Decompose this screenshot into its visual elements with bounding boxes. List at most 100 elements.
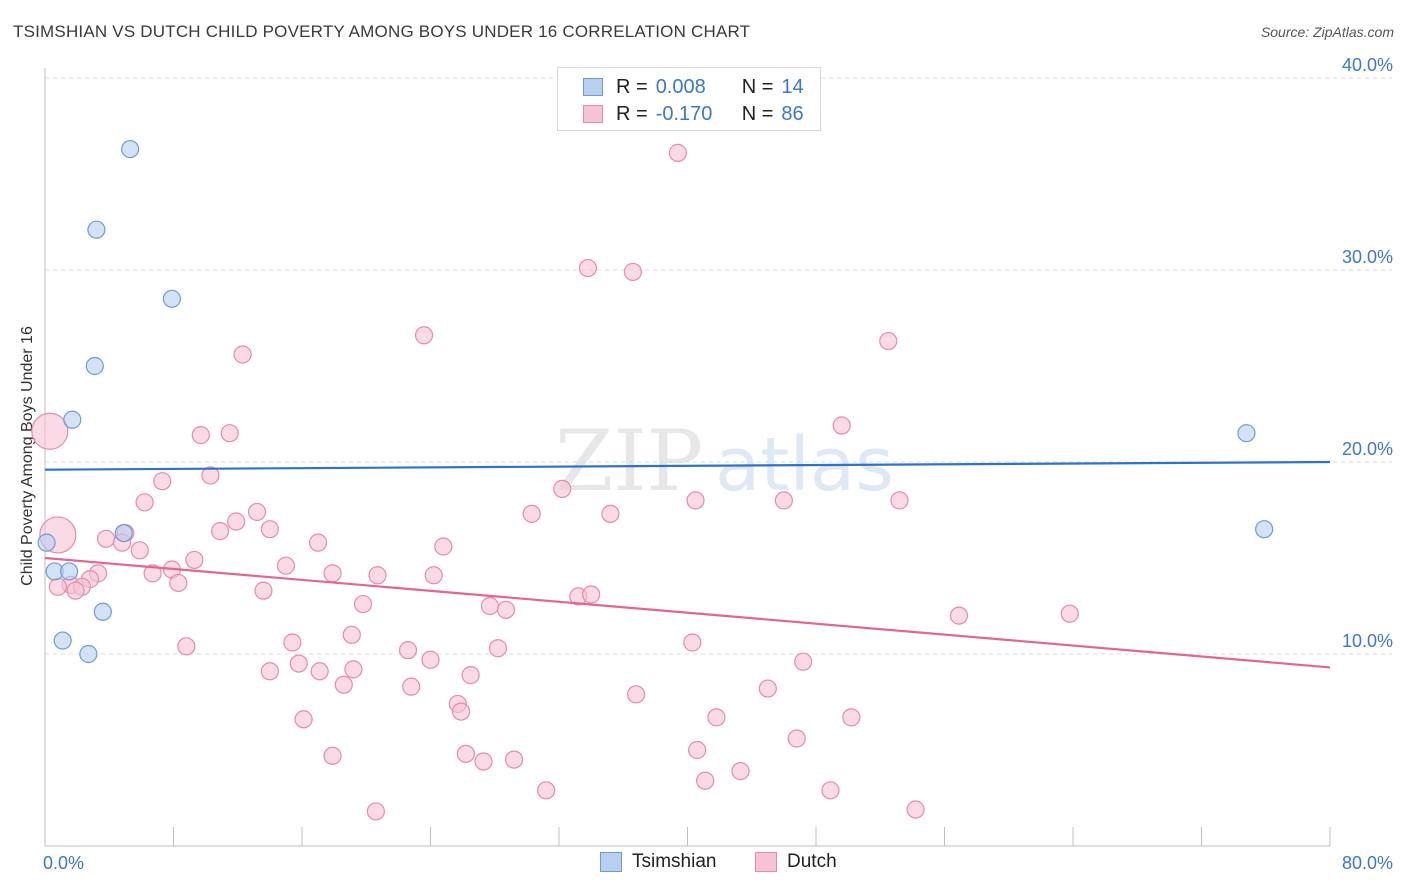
dutch-trend-line [44, 556, 1331, 669]
dutch-point [283, 633, 302, 652]
x-tick-label: 0.0% [43, 853, 84, 873]
dutch-point [626, 685, 646, 704]
dutch-point [353, 594, 373, 614]
dutch-point [289, 654, 308, 673]
dutch-point [451, 702, 471, 721]
tsimshian-point [121, 139, 140, 159]
tsimshian-legend-label: Tsimshian [632, 851, 717, 872]
tsimshian-point [63, 410, 82, 429]
tsimshian-point [87, 220, 106, 239]
dutch-point [366, 802, 385, 821]
dutch-point [227, 512, 246, 531]
dutch-point [276, 556, 296, 575]
dutch-point [842, 708, 861, 727]
tsimshian-n-label: N = [741, 75, 774, 98]
dutch-point [368, 566, 387, 585]
dutch-point [424, 566, 443, 585]
dutch-point [66, 581, 85, 600]
dutch-point [731, 762, 750, 781]
tsimshian-point [85, 356, 104, 376]
dutch-point [414, 326, 434, 345]
dutch-point [233, 345, 252, 364]
dutch-r-label: R = [616, 102, 648, 125]
dutch-point [96, 529, 116, 548]
dutch-n-value: 86 [781, 102, 804, 125]
dutch-point [474, 752, 493, 771]
dutch-point [323, 564, 342, 583]
dutch-point [294, 710, 313, 729]
y-tick-label: 30.0% [1342, 247, 1393, 267]
dutch-point [578, 258, 598, 278]
dutch-point [398, 641, 418, 660]
y-tick-label: 40.0% [1342, 55, 1393, 75]
dutch-point [421, 650, 440, 669]
dutch-point [496, 600, 516, 619]
dutch-point [879, 331, 898, 351]
dutch-point [688, 740, 707, 760]
dutch-point [707, 708, 726, 727]
dutch-point [821, 781, 840, 800]
legend-row-tsimshian: R = 0.008 N = 14 [583, 75, 804, 98]
dutch-point [323, 746, 342, 765]
dutch-point [537, 781, 556, 800]
dutch-n-label: N = [741, 102, 774, 125]
dutch-point [686, 491, 705, 510]
dutch-point [48, 577, 67, 596]
tsimshian-r-value: 0.008 [655, 75, 706, 98]
dutch-point [247, 502, 267, 522]
dutch-point [601, 504, 620, 523]
dutch-point [153, 472, 172, 491]
dutch-point [461, 666, 480, 685]
dutch-point [794, 652, 813, 671]
dutch-legend-label: Dutch [787, 851, 837, 872]
dutch-point [260, 662, 279, 681]
dutch-point [787, 729, 806, 748]
dutch-point [504, 750, 524, 769]
dutch-point [456, 744, 475, 763]
correlation-legend: R = 0.008 N = 14 R = -0.170 N = 86 [557, 67, 821, 131]
tsimshian-n-value: 14 [781, 75, 804, 98]
dutch-point [220, 424, 239, 443]
dutch-point [260, 520, 279, 539]
dutch-point [310, 662, 329, 681]
dutch-r-value: -0.170 [655, 102, 713, 125]
tsimshian-legend-swatch [600, 852, 622, 872]
dutch-point [254, 581, 273, 600]
chart-title: TSIMSHIAN VS DUTCH CHILD POVERTY AMONG B… [13, 22, 751, 41]
dutch-point [185, 550, 204, 570]
y-tick-label: 20.0% [1342, 439, 1393, 459]
dutch-point [906, 800, 925, 819]
dutch-point [342, 625, 361, 644]
dutch-point [758, 679, 777, 698]
dutch-legend-swatch [755, 852, 777, 872]
dutch-point [832, 416, 851, 435]
dutch-point [434, 537, 453, 556]
dutch-point [169, 573, 188, 593]
tsimshian-point [114, 523, 133, 543]
dutch-point [31, 412, 69, 450]
dutch-swatch [583, 105, 603, 123]
dutch-point [522, 504, 541, 523]
x-tick-label: 80.0% [1342, 853, 1393, 873]
bottom-legend-dutch: Dutch [755, 851, 837, 873]
dutch-point [135, 493, 154, 512]
dutch-point [774, 491, 793, 510]
dutch-point [668, 143, 687, 162]
legend-row-dutch: R = -0.170 N = 86 [583, 102, 804, 125]
dutch-point [683, 633, 702, 652]
dutch-point [488, 639, 508, 658]
dutch-point [623, 262, 642, 282]
dutch-point [210, 522, 230, 541]
watermark-zip: ZIP [555, 412, 703, 510]
tsimshian-point [79, 644, 98, 664]
dutch-point [553, 479, 572, 498]
tsimshian-point [162, 289, 181, 308]
dutch-point [143, 564, 162, 583]
tsimshian-r-label: R = [616, 75, 648, 98]
dutch-point [344, 660, 363, 679]
dutch-point [308, 533, 328, 552]
dutch-point [949, 606, 969, 625]
source-label: Source: ZipAtlas.com [1260, 24, 1394, 40]
tsimshian-swatch [583, 78, 603, 96]
dutch-point [1060, 604, 1079, 623]
